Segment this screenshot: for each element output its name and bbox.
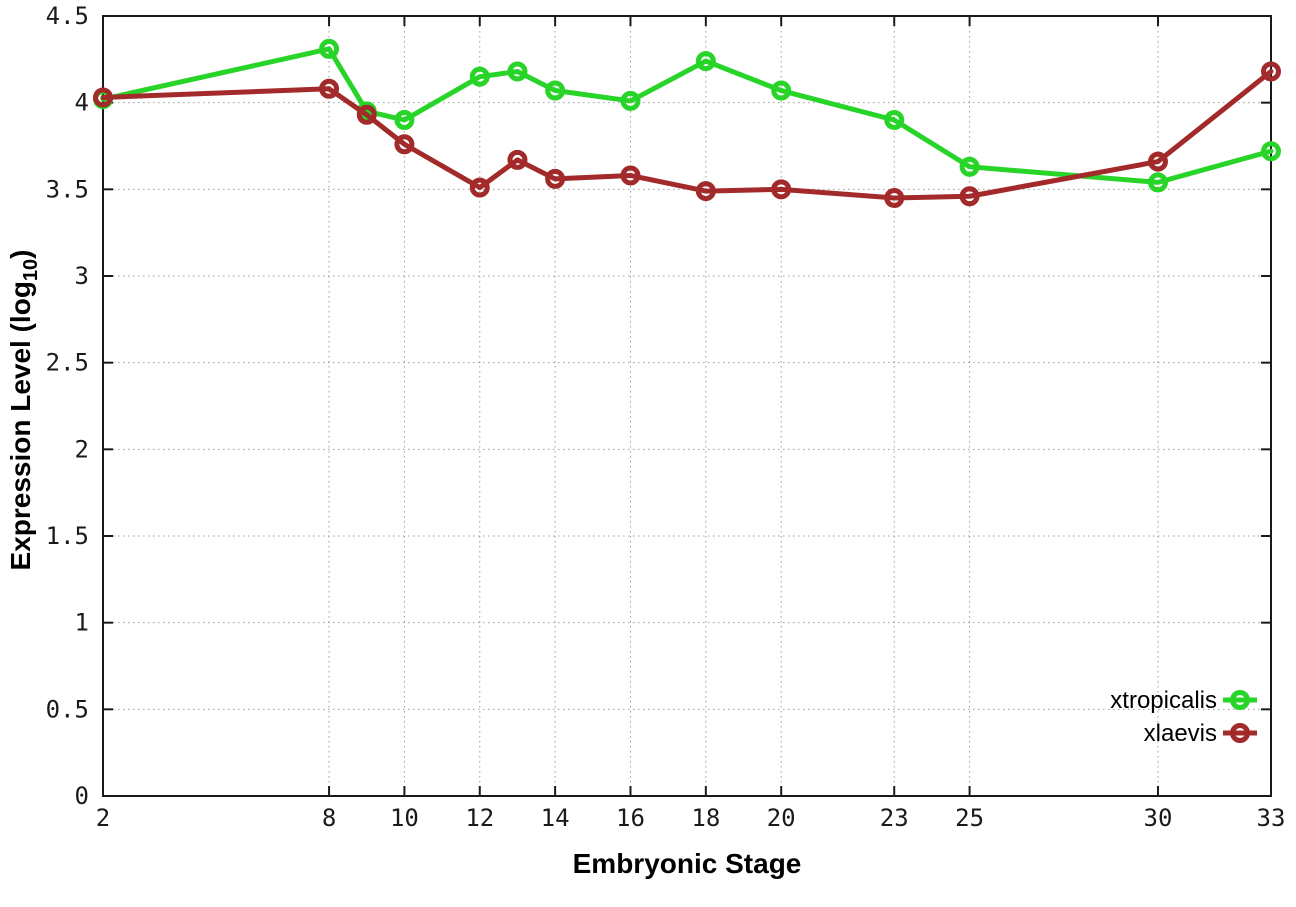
y-axis-title-subscript: 10 — [19, 258, 42, 282]
x-tick-label: 33 — [1257, 804, 1286, 832]
data-point-xlaevis — [884, 188, 905, 208]
data-point-xtropicalis — [319, 38, 340, 59]
data-point-xlaevis — [507, 149, 528, 170]
y-tick-label: 1.5 — [46, 522, 89, 550]
x-tick-label: 2 — [96, 804, 110, 832]
y-tick-label: 3.5 — [46, 175, 89, 203]
y-tick-label: 3 — [75, 262, 89, 290]
data-point-xtropicalis — [695, 51, 716, 72]
data-point-xlaevis — [356, 104, 377, 125]
y-axis-title-close: ) — [5, 249, 37, 259]
data-point-xtropicalis — [394, 110, 415, 130]
data-point-xlaevis — [1147, 151, 1168, 172]
data-point-xlaevis — [394, 134, 415, 155]
x-tick-label: 23 — [880, 804, 909, 832]
y-tick-label: 0 — [75, 782, 89, 810]
x-tick-label: 20 — [767, 804, 796, 832]
data-point-xlaevis — [469, 177, 490, 198]
x-axis-title: Embryonic Stage — [572, 848, 802, 879]
x-tick-label: 14 — [541, 804, 570, 832]
x-tick-label: 25 — [955, 804, 984, 832]
data-point-xtropicalis — [620, 90, 641, 111]
series-line-xtropicalis — [100, 46, 1274, 185]
data-point-xtropicalis — [1261, 141, 1281, 162]
data-point-xtropicalis — [884, 110, 905, 130]
data-point-xtropicalis — [545, 80, 566, 101]
x-tick-label: 8 — [322, 804, 336, 832]
data-point-xtropicalis — [1147, 172, 1168, 193]
x-tick-label: 18 — [691, 804, 720, 832]
data-point-xlaevis — [771, 179, 792, 200]
x-tick-label: 10 — [390, 804, 419, 832]
data-point-xlaevis — [319, 78, 340, 99]
data-point-xlaevis — [93, 87, 113, 108]
legend-label-xtropicalis: xtropicalis — [1110, 687, 1217, 714]
legend-label-xlaevis: xlaevis — [1144, 720, 1217, 747]
plot-border — [102, 15, 1272, 797]
x-tick-label: 30 — [1144, 804, 1173, 832]
data-point-xlaevis — [620, 165, 641, 186]
data-point-xtropicalis — [469, 66, 490, 87]
y-tick-label: 4 — [75, 89, 89, 117]
data-point-xtropicalis — [959, 156, 980, 177]
data-point-xlaevis — [545, 168, 566, 189]
legend-marker-xtropicalis — [1230, 690, 1250, 710]
y-axis-title: Expression Level (log10) — [5, 250, 43, 571]
y-tick-label: 0.5 — [46, 695, 89, 723]
legend-marker-xlaevis — [1230, 723, 1250, 743]
data-point-xlaevis — [695, 181, 716, 202]
y-tick-label: 2 — [75, 435, 89, 463]
x-tick-label: 16 — [616, 804, 645, 832]
data-point-xtropicalis — [771, 80, 792, 101]
y-tick-label: 4.5 — [46, 2, 89, 30]
data-point-xlaevis — [1261, 61, 1281, 82]
y-tick-label: 2.5 — [46, 349, 89, 377]
x-tick-label: 12 — [465, 804, 494, 832]
data-point-xtropicalis — [507, 61, 528, 82]
y-tick-label: 1 — [75, 609, 89, 637]
y-axis-title-text: Expression Level (log — [5, 281, 37, 571]
data-point-xlaevis — [959, 186, 980, 207]
